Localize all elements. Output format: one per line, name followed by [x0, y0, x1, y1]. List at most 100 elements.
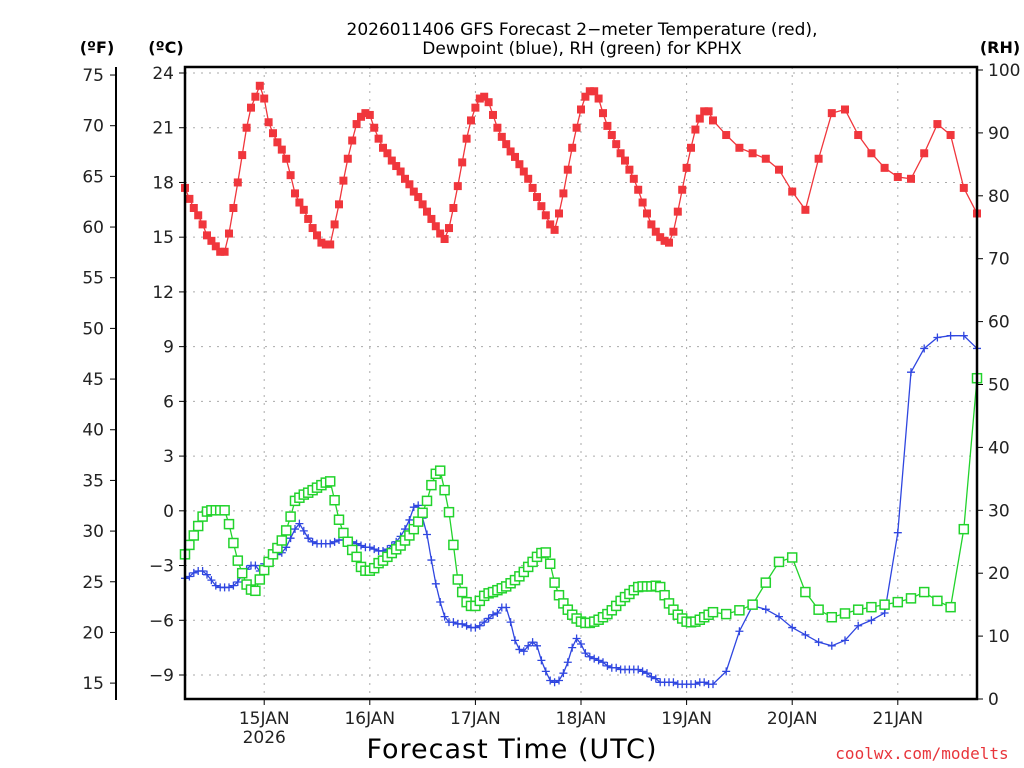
data-point	[456, 586, 468, 598]
data-point	[700, 107, 709, 116]
data-point	[682, 163, 691, 172]
fahrenheit-tick-label: 55	[82, 269, 104, 289]
data-point	[669, 227, 678, 236]
data-point	[540, 547, 552, 558]
data-point	[440, 235, 449, 244]
data-point	[958, 523, 970, 535]
data-point	[250, 585, 261, 597]
data-point	[603, 121, 612, 130]
series-dewpoint	[181, 331, 981, 689]
fahrenheit-tick-label: 35	[82, 471, 104, 491]
data-point	[691, 125, 700, 134]
data-point	[365, 110, 374, 119]
rh-tick-label: 10	[988, 627, 1010, 647]
data-point	[550, 678, 559, 687]
data-point	[634, 665, 643, 674]
data-point	[453, 182, 462, 191]
data-point	[581, 92, 590, 101]
data-point	[370, 123, 379, 132]
data-point	[656, 233, 665, 242]
data-point	[431, 222, 440, 231]
data-point	[277, 145, 286, 154]
data-point	[660, 236, 669, 245]
data-point	[317, 238, 326, 247]
x-tick-label: 18JAN	[556, 709, 607, 729]
data-point	[678, 185, 687, 194]
fahrenheit-tick-label: 75	[82, 66, 104, 86]
data-point	[497, 132, 506, 141]
fahrenheit-tick-label: 70	[82, 117, 104, 137]
data-point	[216, 247, 225, 256]
data-point	[502, 603, 511, 612]
data-point	[387, 156, 396, 165]
data-point	[228, 537, 239, 549]
data-point	[945, 601, 956, 613]
data-point	[291, 525, 299, 534]
data-point	[647, 220, 656, 229]
data-point	[577, 639, 585, 648]
data-point	[524, 174, 533, 183]
data-point	[590, 654, 599, 663]
data-point	[854, 621, 863, 630]
data-point	[467, 116, 475, 125]
data-point	[607, 131, 616, 140]
data-point	[286, 171, 295, 180]
data-point	[625, 165, 634, 174]
data-point	[295, 198, 304, 207]
data-point	[722, 131, 731, 140]
data-point	[361, 109, 370, 118]
data-point	[761, 605, 770, 614]
data-point	[352, 120, 361, 129]
data-point	[555, 209, 563, 218]
data-point	[537, 202, 546, 211]
data-point	[905, 593, 917, 604]
data-point	[920, 149, 929, 158]
data-point	[621, 156, 629, 165]
data-point	[493, 608, 502, 617]
x-tick-label: 16JAN	[344, 709, 395, 729]
data-point	[629, 174, 638, 183]
data-point	[383, 149, 392, 158]
data-point	[839, 608, 851, 619]
data-point	[959, 183, 968, 192]
data-point	[412, 516, 424, 527]
data-point	[707, 606, 719, 618]
data-point	[506, 618, 515, 627]
data-point	[511, 636, 519, 645]
data-point	[748, 149, 757, 158]
data-point	[417, 507, 428, 519]
data-point	[502, 140, 511, 149]
data-point	[572, 123, 581, 132]
data-point	[700, 678, 709, 687]
data-point	[920, 344, 929, 353]
data-point	[458, 619, 467, 628]
data-point	[313, 231, 321, 240]
rh-tick-label: 30	[988, 501, 1010, 521]
data-point	[443, 506, 455, 518]
data-point	[409, 503, 418, 512]
data-point	[826, 611, 838, 623]
data-point	[436, 229, 445, 238]
data-point	[827, 109, 836, 118]
x-axis-title: Forecast Time (UTC)	[366, 734, 657, 765]
data-point	[304, 214, 313, 223]
data-point	[643, 209, 651, 218]
data-point	[409, 187, 418, 196]
data-point	[308, 224, 317, 233]
data-point	[493, 123, 502, 132]
data-point	[370, 545, 379, 554]
data-point	[612, 140, 621, 149]
data-point	[276, 535, 288, 546]
data-point	[343, 154, 352, 163]
fahrenheit-tick-label: 15	[82, 674, 104, 694]
data-point	[471, 103, 480, 112]
data-point	[528, 183, 537, 192]
data-point	[599, 658, 607, 667]
data-point	[616, 149, 625, 158]
data-point	[841, 636, 849, 645]
data-point	[775, 612, 783, 621]
data-point	[484, 614, 493, 623]
data-point	[439, 484, 450, 496]
rh-axis-label: (RH)	[980, 38, 1020, 57]
